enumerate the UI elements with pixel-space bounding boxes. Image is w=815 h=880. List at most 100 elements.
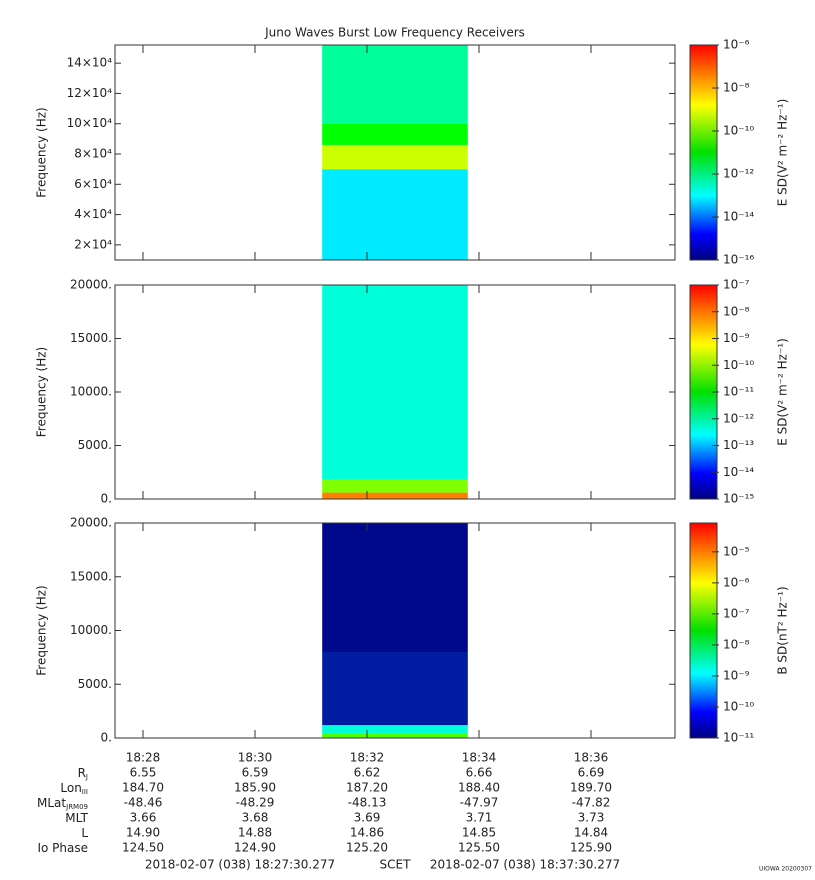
ephemeris-value: 3.68	[242, 811, 269, 825]
y-axis-label: Frequency (Hz)	[35, 585, 49, 676]
colorbar-tick-label: 10⁻⁶	[723, 38, 750, 52]
ephemeris-label-main: Lon	[60, 781, 81, 795]
stamp: UIOWA 20200307	[759, 866, 812, 873]
ephemeris-label: RJ	[78, 766, 88, 782]
colorbar-tick-label: 10⁻⁶	[723, 575, 750, 589]
ephemeris-value: -47.97	[460, 796, 499, 810]
spectrogram-band	[322, 169, 468, 260]
colorbar-tick-label: 10⁻¹²	[723, 411, 754, 425]
plot-frame	[114, 44, 676, 261]
ephemeris-label-main: L	[81, 826, 88, 840]
y-tick-label: 2×10⁴	[74, 237, 112, 251]
ephemeris-value: 6.55	[130, 766, 157, 780]
colorbar-tick-label: 10⁻¹⁴	[723, 465, 754, 479]
colorbar-label: B SD(nT² Hz⁻¹)	[776, 586, 790, 674]
colorbar-tick-label: 10⁻⁸	[723, 304, 750, 318]
ephemeris-value: 125.50	[458, 841, 500, 855]
y-tick-label: 0.	[101, 731, 112, 745]
spectrogram-band	[322, 144, 468, 170]
colorbar-tick-label: 10⁻¹⁴	[723, 210, 754, 224]
ephemeris-label-main: MLT	[65, 811, 88, 825]
ephemeris-value: 14.90	[126, 826, 160, 840]
spectrogram-band	[322, 45, 468, 124]
colorbar-tick-label: 10⁻⁹	[723, 668, 750, 682]
colorbar-tick-label: 10⁻⁸	[723, 637, 750, 651]
ephemeris-value: 6.69	[578, 766, 605, 780]
x-tick-label: 18:30	[238, 751, 273, 765]
ephemeris-value: 124.90	[234, 841, 276, 855]
ephemeris-value: 188.40	[458, 781, 500, 795]
ephemeris-value: 125.20	[346, 841, 388, 855]
y-tick-label: 12×10⁴	[67, 86, 113, 100]
ephemeris-label-sub: JRM09	[65, 803, 88, 811]
ephemeris-value: 184.70	[122, 781, 164, 795]
ephemeris-label-main: Io Phase	[37, 841, 88, 855]
ephemeris-value: 3.66	[130, 811, 157, 825]
y-tick-label: 5000.	[78, 677, 112, 691]
y-tick-label: 20000.	[70, 278, 112, 292]
spectrogram-band	[322, 652, 468, 726]
x-tick-label: 18:32	[350, 751, 385, 765]
ephemeris-label-main: R	[78, 766, 86, 780]
y-tick-label: 15000.	[70, 569, 112, 583]
colorbar	[689, 522, 718, 739]
ephemeris-label: MLatJRM09	[37, 796, 88, 812]
ephemeris-value: 3.71	[466, 811, 493, 825]
spectrogram-band	[322, 123, 468, 145]
ephemeris-value: -48.29	[236, 796, 275, 810]
spectrogram-band	[322, 492, 468, 499]
ephemeris-value: -48.46	[124, 796, 163, 810]
colorbar	[689, 44, 718, 261]
ephemeris-value: 125.90	[570, 841, 612, 855]
ephemeris-label-main: MLat	[37, 796, 66, 810]
ephemeris-value: 185.90	[234, 781, 276, 795]
x-tick-label: 18:34	[462, 751, 497, 765]
ephemeris-label: LonIII	[60, 781, 88, 797]
end-time: 2018-02-07 (038) 18:37:30.277	[430, 858, 620, 872]
colorbar-tick-label: 10⁻⁷	[723, 278, 750, 292]
y-tick-label: 10×10⁴	[67, 116, 113, 130]
spectrogram-band	[322, 479, 468, 493]
colorbar-label: E SD(V² m⁻² Hz⁻¹)	[776, 338, 790, 446]
y-tick-label: 0.	[101, 492, 112, 506]
y-tick-label: 8×10⁴	[74, 147, 112, 161]
colorbar-tick-label: 10⁻¹²	[723, 167, 754, 181]
y-tick-label: 10000.	[70, 385, 112, 399]
ephemeris-value: 14.86	[350, 826, 384, 840]
x-tick-label: 18:28	[126, 751, 161, 765]
colorbar-tick-label: 10⁻¹³	[723, 438, 754, 452]
ephemeris-value: -48.13	[348, 796, 387, 810]
colorbar-label: E SD(V² m⁻² Hz⁻¹)	[776, 99, 790, 207]
y-tick-label: 14×10⁴	[67, 56, 113, 70]
ephemeris-label: L	[81, 826, 88, 840]
ephemeris-label: Io Phase	[37, 841, 88, 855]
scet-label: SCET	[380, 858, 412, 872]
colorbar-tick-label: 10⁻¹¹	[723, 385, 754, 399]
ephemeris-label-sub: III	[82, 788, 88, 796]
start-time: 2018-02-07 (038) 18:27:30.277	[145, 858, 335, 872]
title: Juno Waves Burst Low Frequency Receivers	[264, 26, 525, 40]
y-axis-label: Frequency (Hz)	[35, 107, 49, 198]
ephemeris-value: 6.66	[466, 766, 493, 780]
ephemeris-value: 3.73	[578, 811, 605, 825]
y-tick-label: 20000.	[70, 516, 112, 530]
colorbar-tick-label: 10⁻⁷	[723, 606, 750, 620]
ephemeris-value: 14.85	[462, 826, 496, 840]
colorbar-tick-label: 10⁻¹⁵	[723, 492, 754, 506]
y-tick-label: 5000.	[78, 438, 112, 452]
ephemeris-label-sub: J	[85, 773, 88, 781]
x-tick-label: 18:36	[574, 751, 609, 765]
colorbar-tick-label: 10⁻⁵	[723, 544, 750, 558]
ephemeris-value: 3.69	[354, 811, 381, 825]
spectrogram-band	[322, 725, 468, 734]
ephemeris-value: 14.84	[574, 826, 608, 840]
ephemeris-value: 189.70	[570, 781, 612, 795]
ephemeris-value: 6.62	[354, 766, 381, 780]
y-tick-label: 4×10⁴	[74, 207, 112, 221]
y-axis-label: Frequency (Hz)	[35, 347, 49, 438]
colorbar-tick-label: 10⁻¹⁰	[723, 358, 754, 372]
y-tick-label: 15000.	[70, 331, 112, 345]
colorbar-tick-label: 10⁻¹⁶	[723, 253, 754, 267]
ephemeris-value: 187.20	[346, 781, 388, 795]
